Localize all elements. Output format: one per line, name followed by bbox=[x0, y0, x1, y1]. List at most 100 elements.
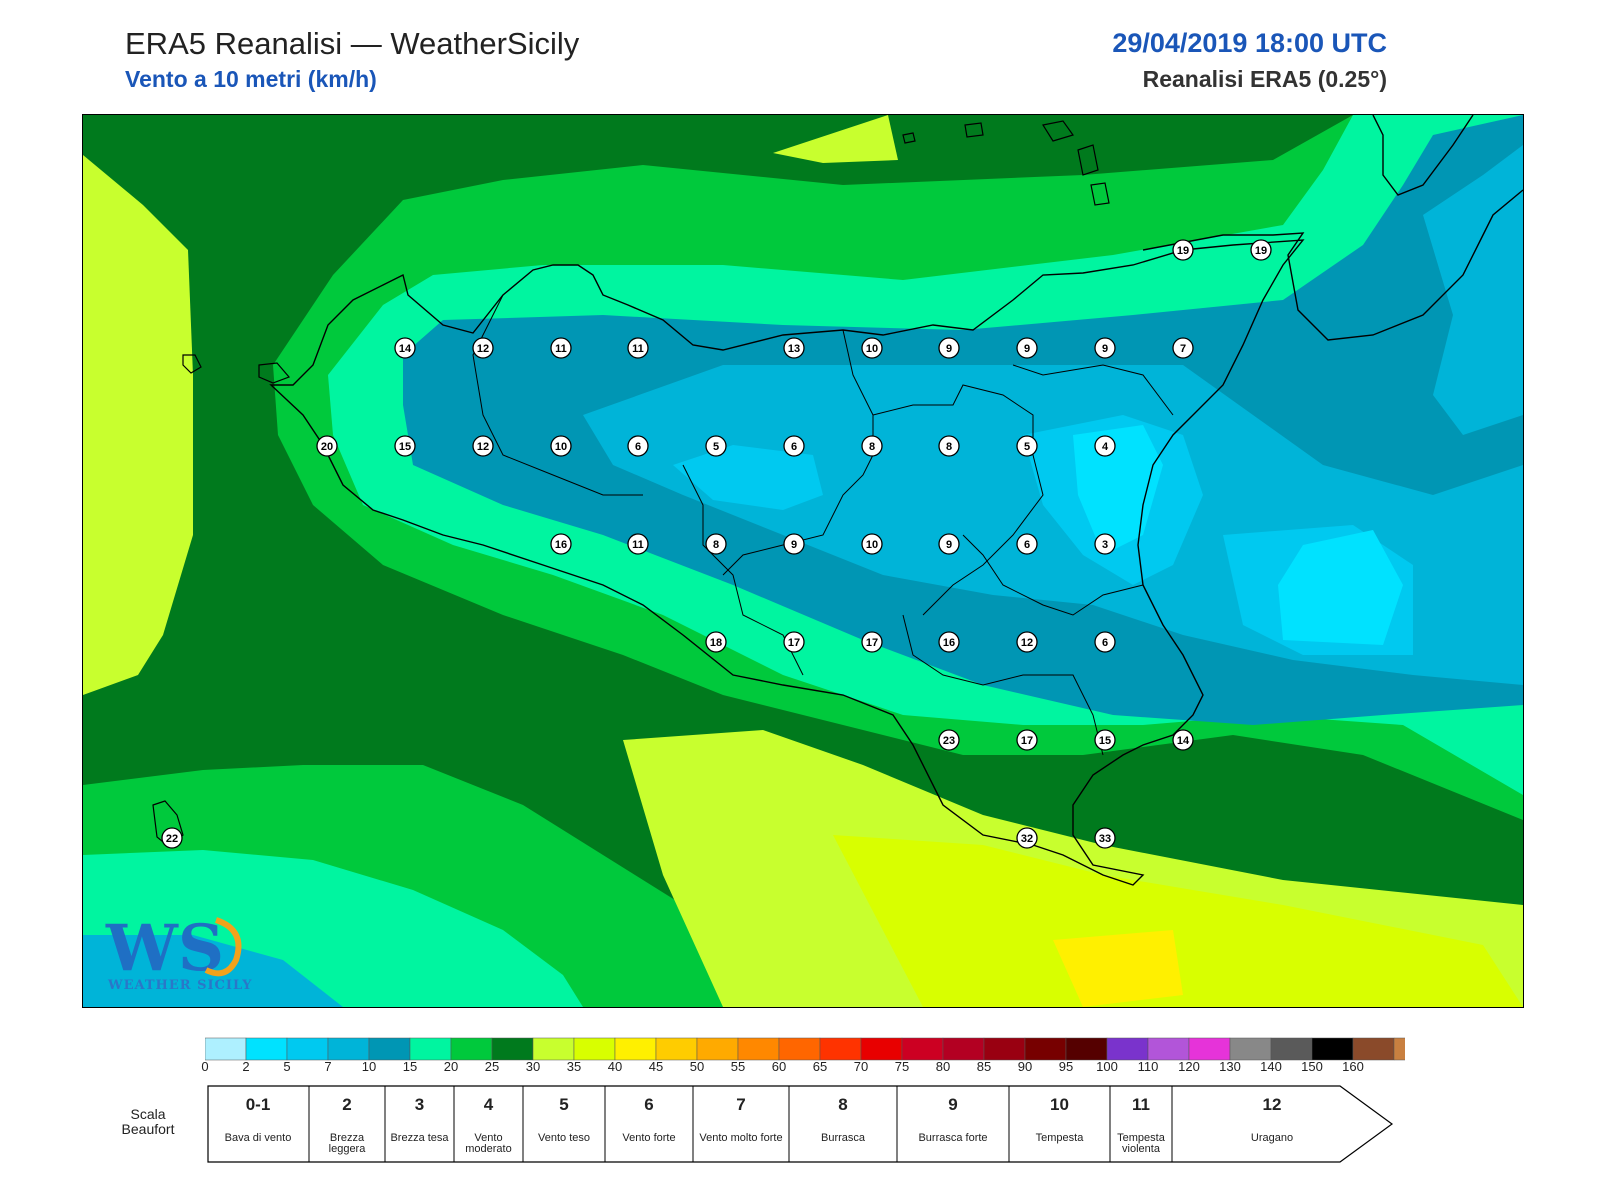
station-circle bbox=[1016, 631, 1038, 653]
station-marker: 8 bbox=[705, 533, 727, 555]
station-circle bbox=[1016, 337, 1038, 359]
colorbar-segment bbox=[1147, 1037, 1190, 1061]
beaufort-number: 5 bbox=[559, 1095, 569, 1114]
station-value: 16 bbox=[943, 637, 955, 649]
colorbar-tick-label: 2 bbox=[242, 1059, 250, 1074]
colorbar-segment bbox=[409, 1037, 452, 1061]
beaufort-description: Vento molto forte bbox=[699, 1132, 783, 1144]
station-value: 10 bbox=[866, 343, 878, 355]
station-marker: 22 bbox=[161, 827, 183, 849]
beaufort-description: Uragano bbox=[1250, 1132, 1294, 1144]
colorbar-tick-label: 75 bbox=[894, 1059, 910, 1074]
station-marker: 11 bbox=[550, 337, 572, 359]
colorbar-segment bbox=[983, 1037, 1026, 1061]
station-circle bbox=[1094, 533, 1116, 555]
station-circle bbox=[861, 631, 883, 653]
station-marker: 19 bbox=[1250, 239, 1272, 261]
station-value: 6 bbox=[791, 441, 797, 453]
beaufort-scale bbox=[207, 1085, 1394, 1163]
station-value: 17 bbox=[1021, 735, 1033, 747]
colorbar-segment bbox=[368, 1037, 411, 1061]
station-marker: 4 bbox=[1094, 435, 1116, 457]
station-circle bbox=[861, 337, 883, 359]
colorbar-segment bbox=[1311, 1037, 1354, 1061]
station-value: 19 bbox=[1177, 245, 1189, 257]
forecast-datetime: 29/04/2019 18:00 UTC bbox=[1112, 28, 1387, 58]
station-value: 19 bbox=[1255, 245, 1267, 257]
wind-field: 19 19 14 12 11 11 13 10 9 9 9 7 20 15 12 10 6 5 6 8 8 5 4 16 11 8… bbox=[83, 115, 1523, 1007]
station-circle bbox=[705, 533, 727, 555]
colorbar-segment bbox=[901, 1037, 944, 1061]
station-circle bbox=[705, 435, 727, 457]
station-marker: 18 bbox=[705, 631, 727, 653]
beaufort-cell: 12 Uragano bbox=[1172, 1085, 1372, 1163]
station-marker: 14 bbox=[1172, 729, 1194, 751]
colorbar-segment bbox=[1024, 1037, 1067, 1061]
station-marker: 32 bbox=[1016, 827, 1038, 849]
station-value: 3 bbox=[1102, 539, 1108, 551]
station-value: 15 bbox=[399, 441, 411, 453]
colorbar-segment bbox=[205, 1037, 247, 1061]
wind-band-5-7-west bbox=[673, 445, 823, 510]
station-marker: 12 bbox=[472, 337, 494, 359]
colorbar-segment bbox=[737, 1037, 780, 1061]
station-value: 15 bbox=[1099, 735, 1111, 747]
station-marker: 16 bbox=[938, 631, 960, 653]
station-value: 5 bbox=[713, 441, 719, 453]
colorbar-tick-label: 130 bbox=[1219, 1059, 1241, 1074]
station-circle bbox=[627, 435, 649, 457]
station-value: 13 bbox=[788, 343, 800, 355]
island-lipari bbox=[1077, 144, 1099, 176]
colorbar-segment bbox=[532, 1037, 575, 1061]
station-marker: 20 bbox=[316, 435, 338, 457]
colorbar-tick-label: 140 bbox=[1260, 1059, 1282, 1074]
station-value: 17 bbox=[866, 637, 878, 649]
station-circle bbox=[1094, 435, 1116, 457]
station-circle bbox=[472, 435, 494, 457]
colorbar-tick-label: 150 bbox=[1301, 1059, 1323, 1074]
beaufort-cell: 7 Vento molto forte bbox=[693, 1085, 789, 1163]
island-vulcano bbox=[1090, 182, 1110, 206]
colorbar-tick-label: 80 bbox=[935, 1059, 951, 1074]
colorbar-tick-label: 120 bbox=[1178, 1059, 1200, 1074]
station-value: 20 bbox=[321, 441, 333, 453]
colorbar-tick-label: 35 bbox=[566, 1059, 582, 1074]
colorbar-tick-label: 45 bbox=[648, 1059, 664, 1074]
wind-band-7-10-east bbox=[1423, 145, 1523, 435]
colorbar-tick-label: 70 bbox=[853, 1059, 869, 1074]
island-egadi bbox=[182, 354, 202, 374]
station-value: 10 bbox=[866, 539, 878, 551]
colorbar-tick-label: 160 bbox=[1342, 1059, 1364, 1074]
colorbar-segment bbox=[1393, 1037, 1405, 1061]
station-circle bbox=[1172, 337, 1194, 359]
wind-band-30-35-north bbox=[773, 115, 898, 163]
colorbar-segment bbox=[655, 1037, 698, 1061]
station-circle bbox=[1094, 729, 1116, 751]
colorbar-segment bbox=[696, 1037, 739, 1061]
island-favignana bbox=[258, 362, 291, 384]
station-value: 11 bbox=[632, 539, 644, 551]
station-circle bbox=[783, 533, 805, 555]
station-value: 9 bbox=[946, 343, 952, 355]
province-boundary bbox=[722, 329, 874, 576]
station-circle bbox=[550, 337, 572, 359]
colorbar-tick-label: 65 bbox=[812, 1059, 828, 1074]
station-marker: 12 bbox=[1016, 631, 1038, 653]
colorbar-tick-label: 7 bbox=[324, 1059, 332, 1074]
station-circle bbox=[316, 435, 338, 457]
station-marker: 17 bbox=[861, 631, 883, 653]
beaufort-number: 9 bbox=[948, 1095, 958, 1114]
province-boundary bbox=[682, 464, 804, 676]
colorbar-segment bbox=[942, 1037, 985, 1061]
station-value: 12 bbox=[477, 441, 489, 453]
station-circle bbox=[1094, 337, 1116, 359]
station-marker: 15 bbox=[1094, 729, 1116, 751]
station-marker: 33 bbox=[1094, 827, 1116, 849]
beaufort-number: 10 bbox=[1050, 1095, 1069, 1114]
station-value: 22 bbox=[166, 833, 178, 845]
beaufort-number: 4 bbox=[483, 1095, 494, 1114]
station-marker: 5 bbox=[705, 435, 727, 457]
station-marker: 23 bbox=[938, 729, 960, 751]
station-circle bbox=[861, 435, 883, 457]
colorbar-segment bbox=[491, 1037, 534, 1061]
